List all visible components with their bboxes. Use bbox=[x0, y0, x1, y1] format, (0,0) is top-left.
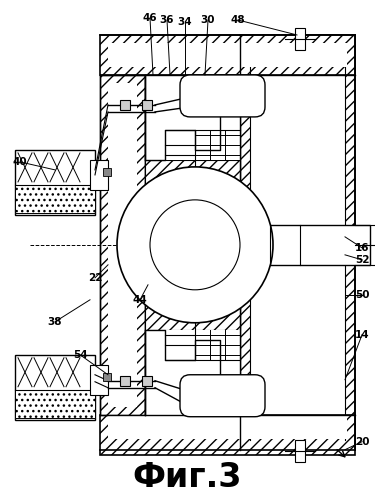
Bar bbox=[295, 440, 305, 462]
Bar bbox=[240, 225, 370, 265]
Bar bbox=[108, 415, 347, 439]
FancyBboxPatch shape bbox=[180, 375, 265, 417]
Circle shape bbox=[117, 167, 273, 323]
Bar bbox=[120, 376, 130, 386]
Bar bbox=[90, 160, 108, 190]
Text: 36: 36 bbox=[160, 15, 174, 25]
Bar bbox=[103, 373, 111, 381]
Text: 48: 48 bbox=[231, 15, 245, 25]
Text: 50: 50 bbox=[355, 290, 369, 300]
Bar bbox=[15, 185, 95, 213]
Text: 38: 38 bbox=[48, 317, 62, 327]
Bar bbox=[295, 28, 305, 50]
Text: 40: 40 bbox=[13, 157, 27, 167]
Text: 14: 14 bbox=[355, 330, 369, 340]
Text: 20: 20 bbox=[355, 437, 369, 447]
Bar bbox=[100, 75, 145, 415]
Text: 44: 44 bbox=[133, 295, 147, 305]
Bar bbox=[145, 75, 240, 160]
Bar bbox=[120, 100, 130, 110]
Text: 22: 22 bbox=[88, 273, 102, 283]
Bar bbox=[145, 245, 240, 330]
Bar bbox=[103, 168, 111, 176]
FancyBboxPatch shape bbox=[180, 75, 265, 117]
Text: 30: 30 bbox=[201, 15, 215, 25]
Bar bbox=[100, 415, 355, 455]
Bar bbox=[142, 100, 152, 110]
Bar bbox=[145, 330, 240, 415]
Bar bbox=[100, 35, 355, 75]
Bar bbox=[145, 300, 240, 415]
Text: 34: 34 bbox=[178, 17, 192, 27]
Text: 46: 46 bbox=[142, 13, 158, 23]
Text: Фиг.3: Фиг.3 bbox=[132, 461, 242, 494]
Bar bbox=[145, 75, 240, 190]
Bar bbox=[90, 365, 108, 395]
Bar bbox=[145, 160, 240, 245]
Bar bbox=[15, 390, 95, 418]
Bar bbox=[15, 355, 95, 420]
Bar bbox=[108, 43, 347, 67]
Bar bbox=[250, 45, 345, 440]
Bar bbox=[240, 35, 355, 450]
Bar bbox=[15, 150, 95, 215]
Bar bbox=[142, 376, 152, 386]
Text: 16: 16 bbox=[355, 243, 369, 253]
Text: 54: 54 bbox=[73, 350, 87, 360]
Bar bbox=[108, 83, 137, 407]
Text: 52: 52 bbox=[355, 255, 369, 265]
